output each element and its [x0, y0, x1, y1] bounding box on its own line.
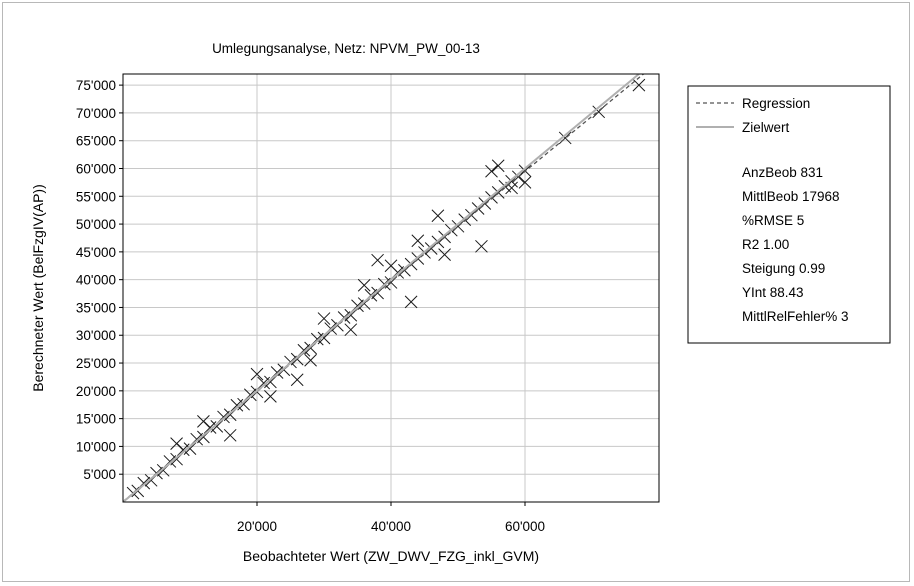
data-point	[170, 437, 183, 450]
y-tick-label: 35'000	[76, 300, 116, 315]
legend-regression-label: Regression	[742, 96, 810, 111]
stat-yint: YInt 88.43	[742, 285, 804, 300]
y-tick-label: 65'000	[76, 134, 116, 149]
stat-mittlrelfehler: MittlRelFehler% 3	[742, 309, 849, 324]
data-point	[250, 367, 264, 381]
grid	[123, 74, 659, 502]
data-point	[357, 278, 371, 292]
data-point	[404, 295, 418, 309]
y-tick-label: 20'000	[76, 384, 116, 399]
stat-anzbeob: AnzBeob 831	[742, 165, 823, 180]
data-point	[237, 397, 250, 411]
chart: Umlegungsanalyse, Netz: NPVM_PW_00-13 5'…	[30, 41, 891, 564]
data-point	[558, 131, 572, 145]
data-point	[264, 375, 277, 389]
x-tick-label: 20'000	[237, 519, 277, 534]
stat-rmse: %RMSE 5	[742, 213, 804, 228]
data-point	[371, 253, 384, 267]
y-tick-label: 40'000	[76, 273, 116, 288]
y-tick-label: 75'000	[76, 78, 116, 93]
data-point	[317, 312, 331, 325]
x-tick-label: 60'000	[505, 519, 545, 534]
legend-zielwert-label: Zielwert	[742, 120, 790, 135]
y-tick-label: 10'000	[76, 439, 116, 454]
data-point	[344, 323, 358, 337]
data-point	[485, 164, 498, 178]
x-tick-label: 40'000	[371, 519, 411, 534]
series-lines	[123, 74, 645, 502]
data-point	[411, 234, 425, 248]
data-point	[183, 442, 197, 455]
y-tick-label: 30'000	[76, 328, 116, 343]
data-point	[197, 415, 210, 428]
y-tick-label: 45'000	[76, 245, 116, 260]
y-tick-label: 25'000	[76, 356, 116, 371]
data-point	[438, 248, 451, 262]
data-point	[632, 78, 646, 92]
data-point	[491, 159, 505, 173]
y-tick-label: 60'000	[76, 161, 116, 176]
data-point	[592, 105, 606, 119]
y-axis-ticks: 5'000 10'000 15'000 20'000 25'000 30'000 35'00…	[76, 78, 123, 482]
data-point	[317, 331, 331, 345]
data-point	[223, 428, 237, 442]
y-axis-label: Berechneter Wert (BelFzgIV(AP))	[30, 184, 46, 391]
data-point	[290, 373, 304, 387]
data-point	[264, 390, 277, 403]
y-tick-label: 55'000	[76, 189, 116, 204]
data-point	[210, 420, 224, 433]
zielwert-line	[123, 74, 641, 502]
x-axis-ticks: 20'000 40'000 60'000	[237, 502, 545, 534]
stat-mittlbeob: MittlBeob 17968	[742, 189, 840, 204]
data-point	[384, 259, 398, 273]
stat-steigung: Steigung 0.99	[742, 261, 825, 276]
data-point	[431, 209, 445, 223]
legend-box	[687, 85, 891, 344]
data-point	[304, 353, 317, 367]
data-point	[518, 176, 532, 189]
x-axis-label: Beobachteter Wert (ZW_DWV_FZG_inkl_GVM)	[243, 548, 539, 564]
stat-r2: R2 1.00	[742, 237, 789, 252]
chart-title: Umlegungsanalyse, Netz: NPVM_PW_00-13	[212, 41, 480, 56]
y-tick-label: 5'000	[83, 467, 116, 482]
data-point	[475, 239, 488, 253]
y-tick-label: 70'000	[76, 106, 116, 121]
legend: Regression Zielwert AnzBeob 831 MittlBeo…	[687, 85, 891, 344]
y-tick-label: 15'000	[76, 412, 116, 427]
y-tick-label: 50'000	[76, 217, 116, 232]
